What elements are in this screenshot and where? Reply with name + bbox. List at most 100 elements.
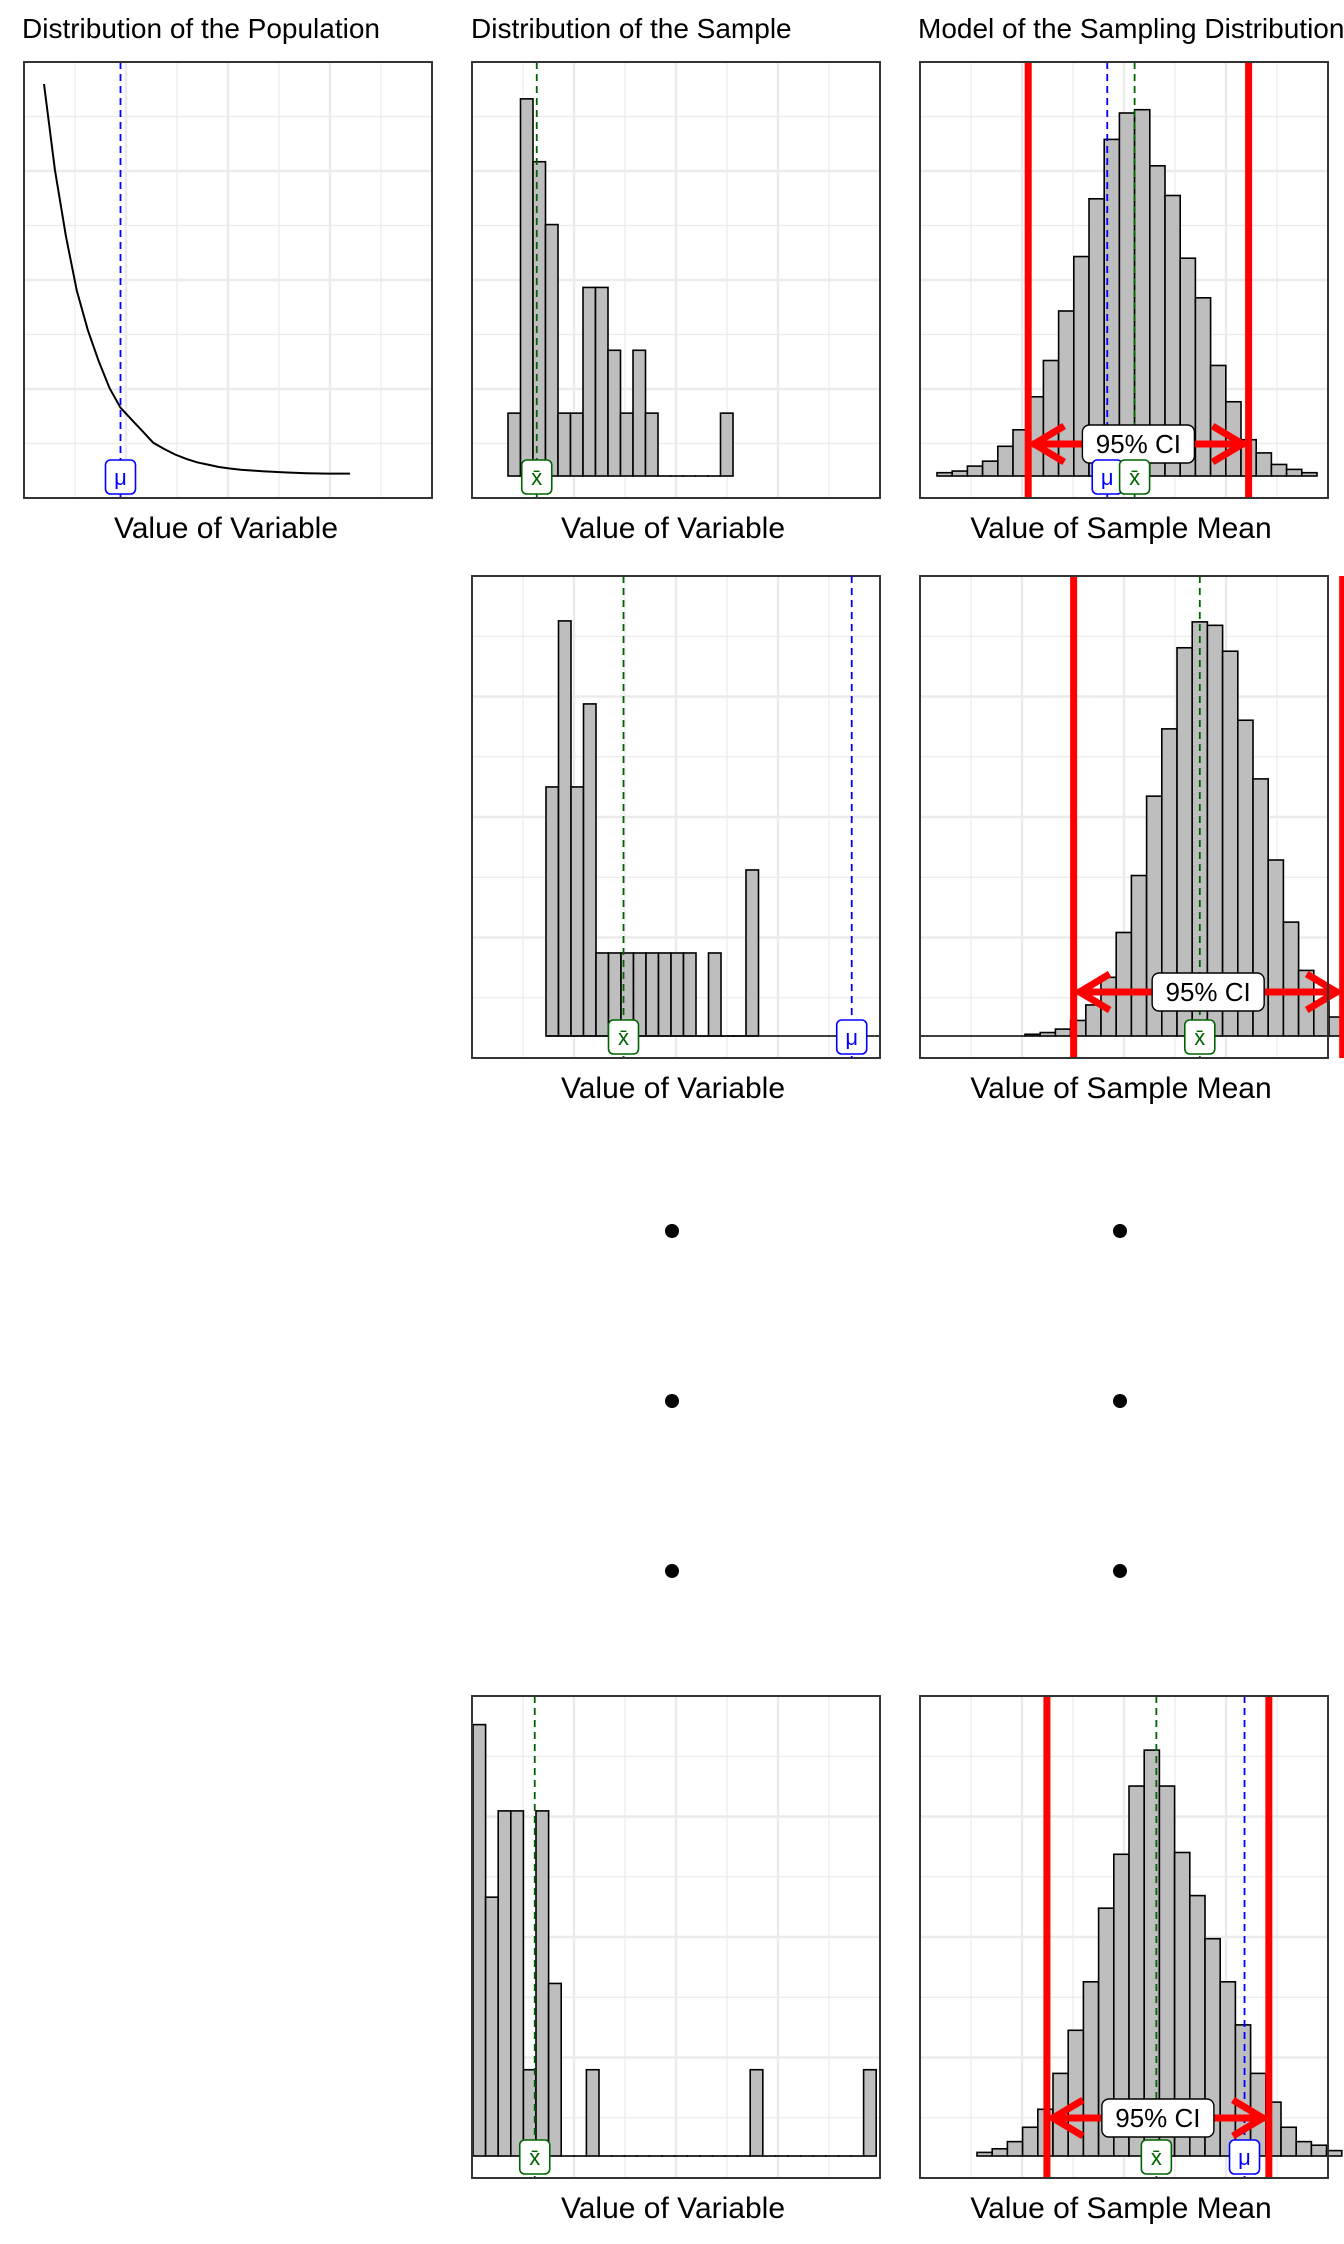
xbar-box — [1140, 2139, 1173, 2175]
xlabel-sample-1: Value of Variable — [561, 512, 785, 545]
histogram-bar — [532, 160, 547, 477]
ci-arrowhead-right — [1304, 970, 1344, 1014]
panel-border — [919, 61, 1329, 499]
histogram-bar — [645, 952, 660, 1037]
xbar-box — [520, 459, 553, 495]
mu-box — [1228, 2139, 1261, 2175]
histogram-bar — [682, 952, 697, 1037]
xbar-label: x̄ — [618, 1025, 629, 1050]
histogram-bar — [497, 1810, 512, 2157]
ci-label-box — [1101, 2098, 1215, 2138]
panel-border — [919, 575, 1329, 1059]
histogram-bar — [1085, 1004, 1102, 1037]
histogram-bar — [632, 349, 647, 477]
ellipsis-dot — [665, 1394, 679, 1408]
histogram-bar — [547, 1982, 562, 2157]
xlabel-sampling-1: Value of Sample Mean — [970, 512, 1271, 545]
panel-border — [471, 61, 881, 499]
ellipsis-dot — [665, 1564, 679, 1578]
histogram-bar — [585, 2068, 600, 2157]
mu-box — [104, 459, 137, 495]
histogram-bar — [1130, 874, 1148, 1037]
histogram-bar — [657, 952, 672, 1037]
panel-border — [919, 1695, 1329, 2179]
histogram-bar — [619, 412, 634, 477]
histogram-bar — [991, 2148, 1009, 2157]
histogram-bar — [1295, 2140, 1313, 2157]
histogram-bar — [1194, 296, 1212, 477]
histogram-bar — [569, 412, 584, 477]
histogram-bar — [1082, 1980, 1100, 2157]
histogram-bar — [749, 2068, 764, 2157]
panel-sampling-3: 95% CI μ x̄ — [919, 1695, 1343, 2179]
histogram-bar — [719, 412, 734, 477]
mu-label: μ — [845, 1025, 858, 1050]
ellipsis-dot — [665, 1224, 679, 1238]
ci-label: 95% CI — [1096, 429, 1181, 459]
ellipsis-dot — [1113, 1224, 1127, 1238]
histogram-bar — [1301, 471, 1318, 477]
histogram-bar — [607, 349, 622, 477]
ci-arrowhead-left — [1027, 422, 1067, 466]
continuation-dots — [665, 1224, 1127, 1578]
title-population: Distribution of the Population — [22, 13, 380, 44]
histogram-bar — [1285, 468, 1303, 477]
histogram-bar — [951, 470, 969, 477]
ellipsis-dot — [1113, 1564, 1127, 1578]
panel-sample-2: x̄ — [471, 575, 881, 1059]
histogram-bar — [966, 465, 984, 477]
histogram-bar — [1054, 1028, 1072, 1037]
title-sampling: Model of the Sampling Distribution — [918, 13, 1344, 44]
histogram-bar — [595, 952, 610, 1037]
histogram-bar — [507, 412, 522, 477]
ci-arrowhead-left — [1072, 970, 1112, 1014]
histogram-bar — [1219, 1980, 1237, 2157]
histogram-bar — [472, 1723, 487, 2157]
mu-label: μ — [1101, 465, 1114, 490]
panel-sample-1: x̄ — [471, 61, 881, 499]
xbar-label: x̄ — [1129, 465, 1140, 490]
histogram-bar — [535, 1810, 550, 2157]
histogram-bar — [996, 445, 1014, 477]
panel-sampling-1: 95% CI μ x̄ — [919, 61, 1329, 499]
xbar-label: x̄ — [531, 465, 542, 490]
ci-arrowhead-left — [1046, 2096, 1085, 2140]
histogram-bar — [582, 286, 597, 477]
ci-label: 95% CI — [1166, 977, 1251, 1007]
histogram-bar — [936, 471, 953, 477]
histogram-bar — [707, 952, 722, 1037]
panel-sample-3: x̄ — [471, 1695, 881, 2179]
histogram-bar — [544, 223, 559, 477]
ci-label-box — [1151, 972, 1265, 1012]
histogram-bar — [1255, 452, 1273, 477]
histogram-bar — [745, 869, 760, 1037]
histogram-bar — [1133, 108, 1151, 477]
histogram-bar — [557, 412, 572, 477]
panel-border — [471, 575, 881, 1059]
xbar-box — [518, 2139, 551, 2175]
histogram-bar — [976, 2151, 993, 2157]
histogram-bar — [1057, 310, 1075, 477]
histogram-bar — [570, 786, 585, 1037]
histogram-bar — [582, 703, 597, 1037]
xbar-box — [607, 1019, 640, 1055]
xbar-box — [1184, 1019, 1216, 1055]
histogram-bar — [862, 2068, 877, 2157]
histogram-bar — [509, 1810, 525, 2157]
mu-box — [835, 1019, 868, 1055]
xbar-label: x̄ — [529, 2145, 540, 2170]
panel-sampling-2: 95% CI μ x̄ — [835, 575, 1344, 1059]
histogram-bar — [1021, 2126, 1039, 2157]
histogram-bar — [545, 786, 560, 1037]
histogram-bar — [1267, 859, 1285, 1037]
histogram-bar — [1325, 2149, 1343, 2157]
histogram-bar — [644, 412, 659, 477]
xlabel-sample-2: Value of Variable — [561, 1072, 785, 1105]
xbar-label: x̄ — [1151, 2145, 1162, 2170]
histogram-bar — [1024, 1033, 1041, 1037]
histogram-bar — [1006, 2140, 1024, 2157]
histogram-bar — [1115, 931, 1133, 1037]
xbar-label: x̄ — [1194, 1025, 1205, 1050]
histogram-bar — [594, 286, 609, 477]
xlabel-sampling-2: Value of Sample Mean — [970, 1072, 1271, 1105]
